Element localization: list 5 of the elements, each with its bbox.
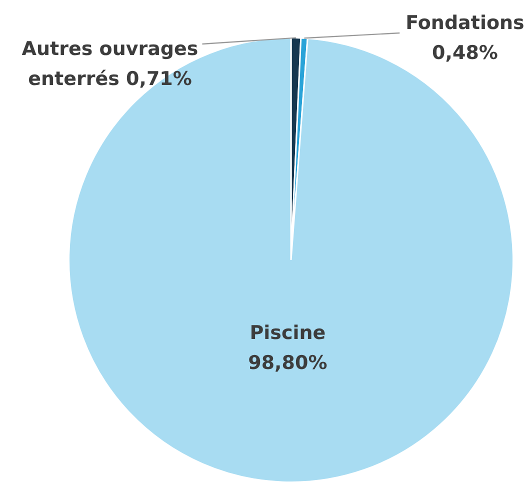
data-label: 98,80% [248, 352, 328, 374]
data-label: 0,48% [432, 42, 498, 64]
slice-label: Fondations [406, 12, 524, 34]
slice-label: Piscine [250, 322, 326, 344]
slice-label: Autres ouvrages enterrés 0,71% [22, 38, 198, 90]
